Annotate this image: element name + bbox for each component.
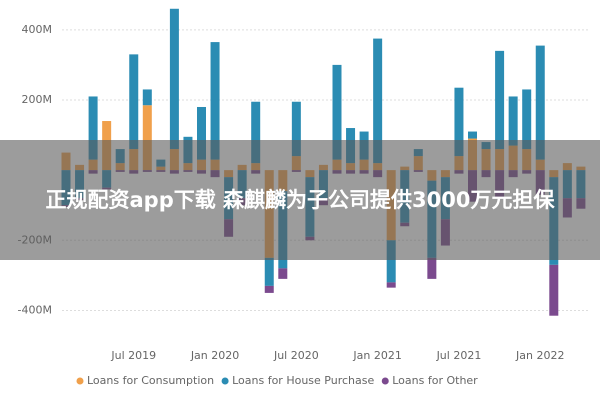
bar [278, 268, 288, 279]
legend-marker [381, 377, 389, 385]
x-tick-label: Jul 2020 [273, 349, 319, 362]
bar [508, 96, 518, 146]
legend-label: Loans for House Purchase [232, 374, 374, 387]
bar [427, 257, 437, 279]
bar [169, 8, 179, 150]
legend-label: Loans for Consumption [87, 374, 214, 387]
bar [373, 38, 383, 164]
bar [142, 105, 152, 171]
bar [468, 131, 477, 139]
x-tick-label: Jan 2022 [515, 349, 564, 362]
bar [291, 101, 301, 157]
banner-text: 正规配资app下载 森麒麟为子公司提供3000万元担保 [45, 188, 555, 212]
bar [332, 64, 342, 160]
bar [88, 96, 98, 160]
x-tick-label: Jan 2021 [352, 349, 401, 362]
bar [210, 42, 220, 160]
y-tick-label: -400M [18, 303, 52, 316]
bar [535, 45, 545, 160]
bar [386, 282, 396, 288]
bar [264, 285, 274, 293]
bar [197, 106, 206, 160]
y-tick-label: 200M [22, 93, 53, 106]
bar [495, 50, 505, 150]
bar [264, 257, 274, 286]
x-tick-label: Jan 2020 [190, 349, 239, 362]
banner: 正规配资app下载 森麒麟为子公司提供3000万元担保 [0, 140, 600, 260]
legend-marker [221, 377, 229, 385]
bar [251, 101, 261, 164]
y-tick-label: 400M [22, 23, 53, 36]
bar [549, 264, 559, 316]
bar [129, 54, 139, 150]
bar [522, 89, 532, 150]
bar [386, 240, 396, 283]
legend-marker [76, 377, 84, 385]
bar [142, 89, 152, 106]
x-tick-label: Jul 2019 [110, 349, 156, 362]
bar [454, 87, 464, 157]
x-tick-label: Jul 2021 [436, 349, 482, 362]
legend-label: Loans for Other [392, 374, 478, 387]
